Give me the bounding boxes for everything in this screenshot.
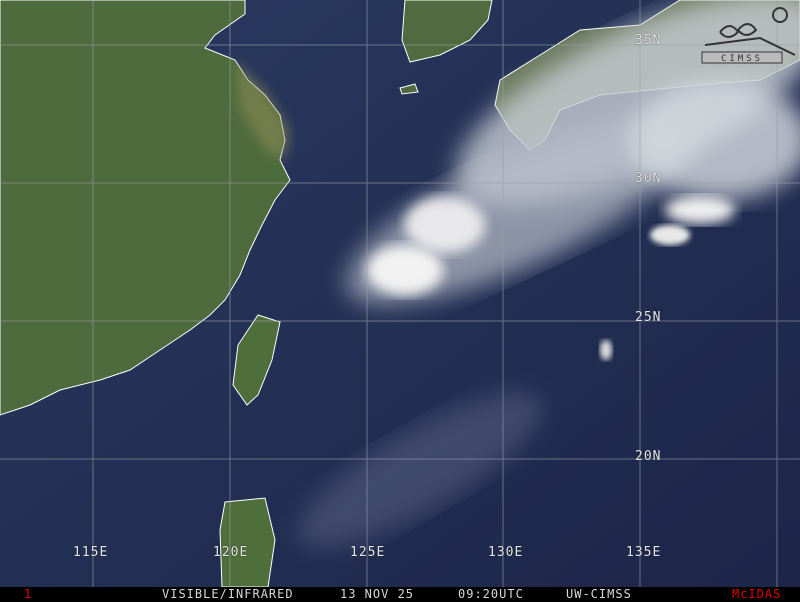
product-label: VISIBLE/INFRARED [162, 587, 294, 601]
lon-label-120e: 120E [213, 545, 249, 560]
date-label: 13 NOV 25 [340, 587, 415, 601]
time-label: 09:20UTC [458, 587, 524, 601]
taiwan [232, 314, 281, 406]
frame-number: 1 [24, 587, 33, 601]
lat-label-30n: 30N [635, 171, 662, 186]
lat-label-25n: 25N [635, 310, 662, 325]
lon-label-125e: 125E [350, 545, 386, 560]
korea [401, 0, 493, 63]
logo-text: CIMSS [721, 54, 763, 64]
cimss-logo: CIMSS [701, 7, 796, 64]
mainland-china [0, 0, 291, 416]
lon-label-135e: 135E [626, 545, 662, 560]
lat-label-35n: 35N [635, 33, 662, 48]
lon-label-115e: 115E [73, 545, 109, 560]
luzon [219, 497, 276, 588]
status-bar: 1 VISIBLE/INFRARED 13 NOV 25 09:20UTC UW… [0, 587, 800, 602]
lat-label-20n: 20N [635, 449, 662, 464]
lat-lon-grid [0, 0, 800, 587]
lon-label-130e: 130E [488, 545, 524, 560]
source-label: UW-CIMSS [566, 587, 632, 601]
software-label: McIDAS [732, 587, 782, 601]
